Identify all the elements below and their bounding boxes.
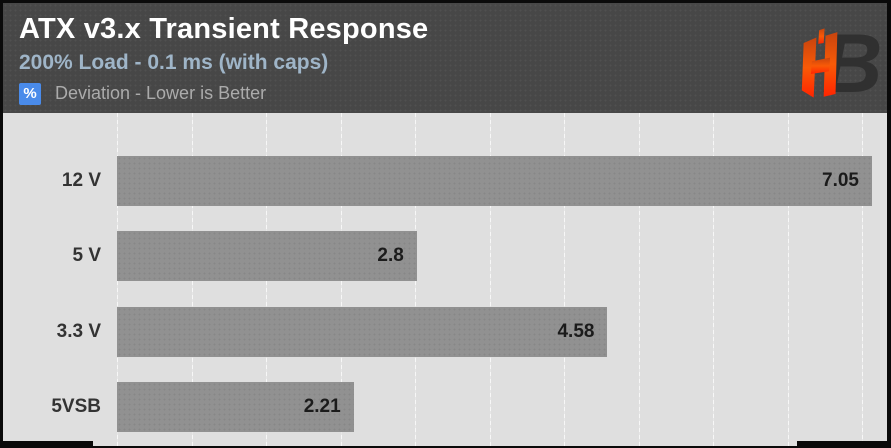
bar-row: 5VSB 2.21 bbox=[3, 370, 887, 446]
percent-unit-badge: % bbox=[19, 82, 41, 105]
value-label: 7.05 bbox=[822, 169, 859, 191]
bar-track: 2.21 bbox=[117, 382, 872, 433]
bar-5-v: 2.8 bbox=[117, 231, 417, 282]
category-label: 5 V bbox=[72, 245, 101, 267]
gridline bbox=[489, 113, 491, 446]
chart-note: Deviation - Lower is Better bbox=[55, 83, 267, 104]
bar-row: 12 V 7.05 bbox=[3, 143, 887, 219]
bar-track: 7.05 bbox=[117, 155, 872, 206]
bar-12-v: 7.05 bbox=[117, 155, 872, 206]
bar-3.3-v: 4.58 bbox=[117, 306, 608, 357]
gridline bbox=[713, 113, 714, 446]
category-label: 3.3 V bbox=[56, 320, 101, 342]
value-label: 2.8 bbox=[377, 245, 404, 267]
bar-track: 4.58 bbox=[117, 306, 872, 357]
bar-5vsb: 2.21 bbox=[117, 382, 354, 433]
category-label: 12 V bbox=[61, 169, 101, 191]
bar-track: 2.8 bbox=[117, 231, 872, 282]
chart-subtitle: 200% Load - 0.1 ms (with caps) bbox=[19, 50, 329, 74]
gridline bbox=[862, 113, 863, 446]
hardware-busters-logo-icon: B bbox=[801, 16, 882, 106]
category-label: 5VSB bbox=[51, 396, 101, 418]
page-title: ATX v3.x Transient Response bbox=[19, 13, 429, 45]
chart-header: ATX v3.x Transient Response 200% Load - … bbox=[3, 3, 887, 113]
chart-note-row: % Deviation - Lower is Better bbox=[19, 82, 887, 105]
gridline bbox=[638, 113, 640, 446]
value-label: 2.21 bbox=[303, 396, 341, 418]
bar-rows: 12 V 7.05 5 V 2.8 3.3 V 4.58 5VSB 2.21 bbox=[3, 143, 887, 445]
bar-chart: 12 V 7.05 5 V 2.8 3.3 V 4.58 5VSB 2.21 bbox=[3, 113, 887, 446]
gridline bbox=[564, 113, 565, 446]
gridline bbox=[787, 113, 789, 446]
value-label: 4.58 bbox=[557, 320, 595, 342]
bar-row: 5 V 2.8 bbox=[3, 219, 887, 295]
bar-row: 3.3 V 4.58 bbox=[3, 294, 887, 370]
